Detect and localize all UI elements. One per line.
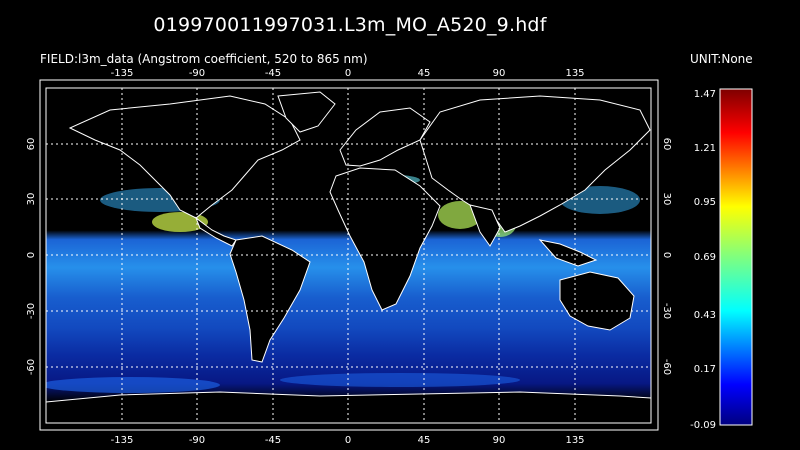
top-lon-tick-label: 135	[565, 68, 584, 79]
right-lat-tick-label: 60	[661, 138, 672, 151]
right-lat-tick-label: -60	[661, 359, 672, 375]
central-america-outline	[194, 216, 237, 247]
colorbar-tick-label: 1.21	[694, 143, 716, 154]
africa-outline	[329, 167, 441, 311]
bottom-lon-tick-label: 135	[565, 435, 584, 446]
indonesia-outline	[538, 239, 598, 267]
map-inner-frame	[45, 87, 652, 424]
coastlines	[46, 91, 651, 423]
south-america-outline	[229, 235, 311, 363]
colorbar-tick-label: 0.43	[694, 310, 716, 321]
north-america-outline	[68, 95, 301, 219]
top-lon-tick-label: -90	[189, 68, 205, 79]
colorbar-tick-label: -0.09	[690, 420, 716, 431]
colorbar-tick-label: 0.95	[694, 197, 716, 208]
bottom-lon-tick-label: -90	[189, 435, 205, 446]
top-lon-tick-label: 45	[418, 68, 431, 79]
map-frame	[39, 79, 659, 431]
asia-outline	[419, 95, 651, 233]
colorbar	[719, 88, 753, 426]
india-outline	[469, 204, 501, 247]
colorbar-ticks: 1.47 1.21 0.95 0.69 0.43 0.17 -0.09	[690, 89, 716, 431]
bottom-lon-tick-label: 90	[493, 435, 506, 446]
colorbar-tick-label: 1.47	[694, 89, 716, 100]
left-lat-tick-label: -30	[26, 303, 37, 319]
right-lat-tick-label: 30	[661, 193, 672, 206]
right-lat-ticks: 60 30 0 -30 -60	[661, 138, 672, 376]
bottom-lon-tick-label: 45	[418, 435, 431, 446]
australia-outline	[559, 271, 635, 331]
top-lon-tick-label: 0	[345, 68, 351, 79]
colorbar-tick-label: 0.17	[694, 364, 716, 375]
left-lat-tick-label: 30	[26, 193, 37, 206]
bottom-lon-tick-label: -135	[111, 435, 134, 446]
left-lat-tick-label: -60	[26, 359, 37, 375]
graticule	[46, 88, 651, 423]
plot-title: 019970011997031.L3m_MO_A520_9.hdf	[153, 14, 547, 36]
top-lon-tick-label: -45	[265, 68, 281, 79]
colorbar-tick-label: 0.69	[694, 252, 716, 263]
top-lon-tick-label: 90	[493, 68, 506, 79]
right-lat-tick-label: -30	[661, 303, 672, 319]
top-lon-ticks: -135 -90 -45 0 45 90 135	[111, 68, 585, 79]
right-lat-tick-label: 0	[661, 252, 672, 258]
top-lon-tick-label: -135	[111, 68, 134, 79]
bottom-lon-ticks: -135 -90 -45 0 45 90 135	[111, 435, 585, 446]
field-label: FIELD:l3m_data (Angstrom coefficient, 52…	[40, 52, 368, 66]
left-lat-ticks: 60 30 0 -30 -60	[26, 138, 37, 376]
bottom-lon-tick-label: -45	[265, 435, 281, 446]
left-lat-tick-label: 0	[26, 252, 37, 258]
left-lat-tick-label: 60	[26, 138, 37, 151]
bottom-lon-tick-label: 0	[345, 435, 351, 446]
greenland-outline	[277, 91, 336, 133]
unit-label: UNIT:None	[690, 52, 753, 66]
